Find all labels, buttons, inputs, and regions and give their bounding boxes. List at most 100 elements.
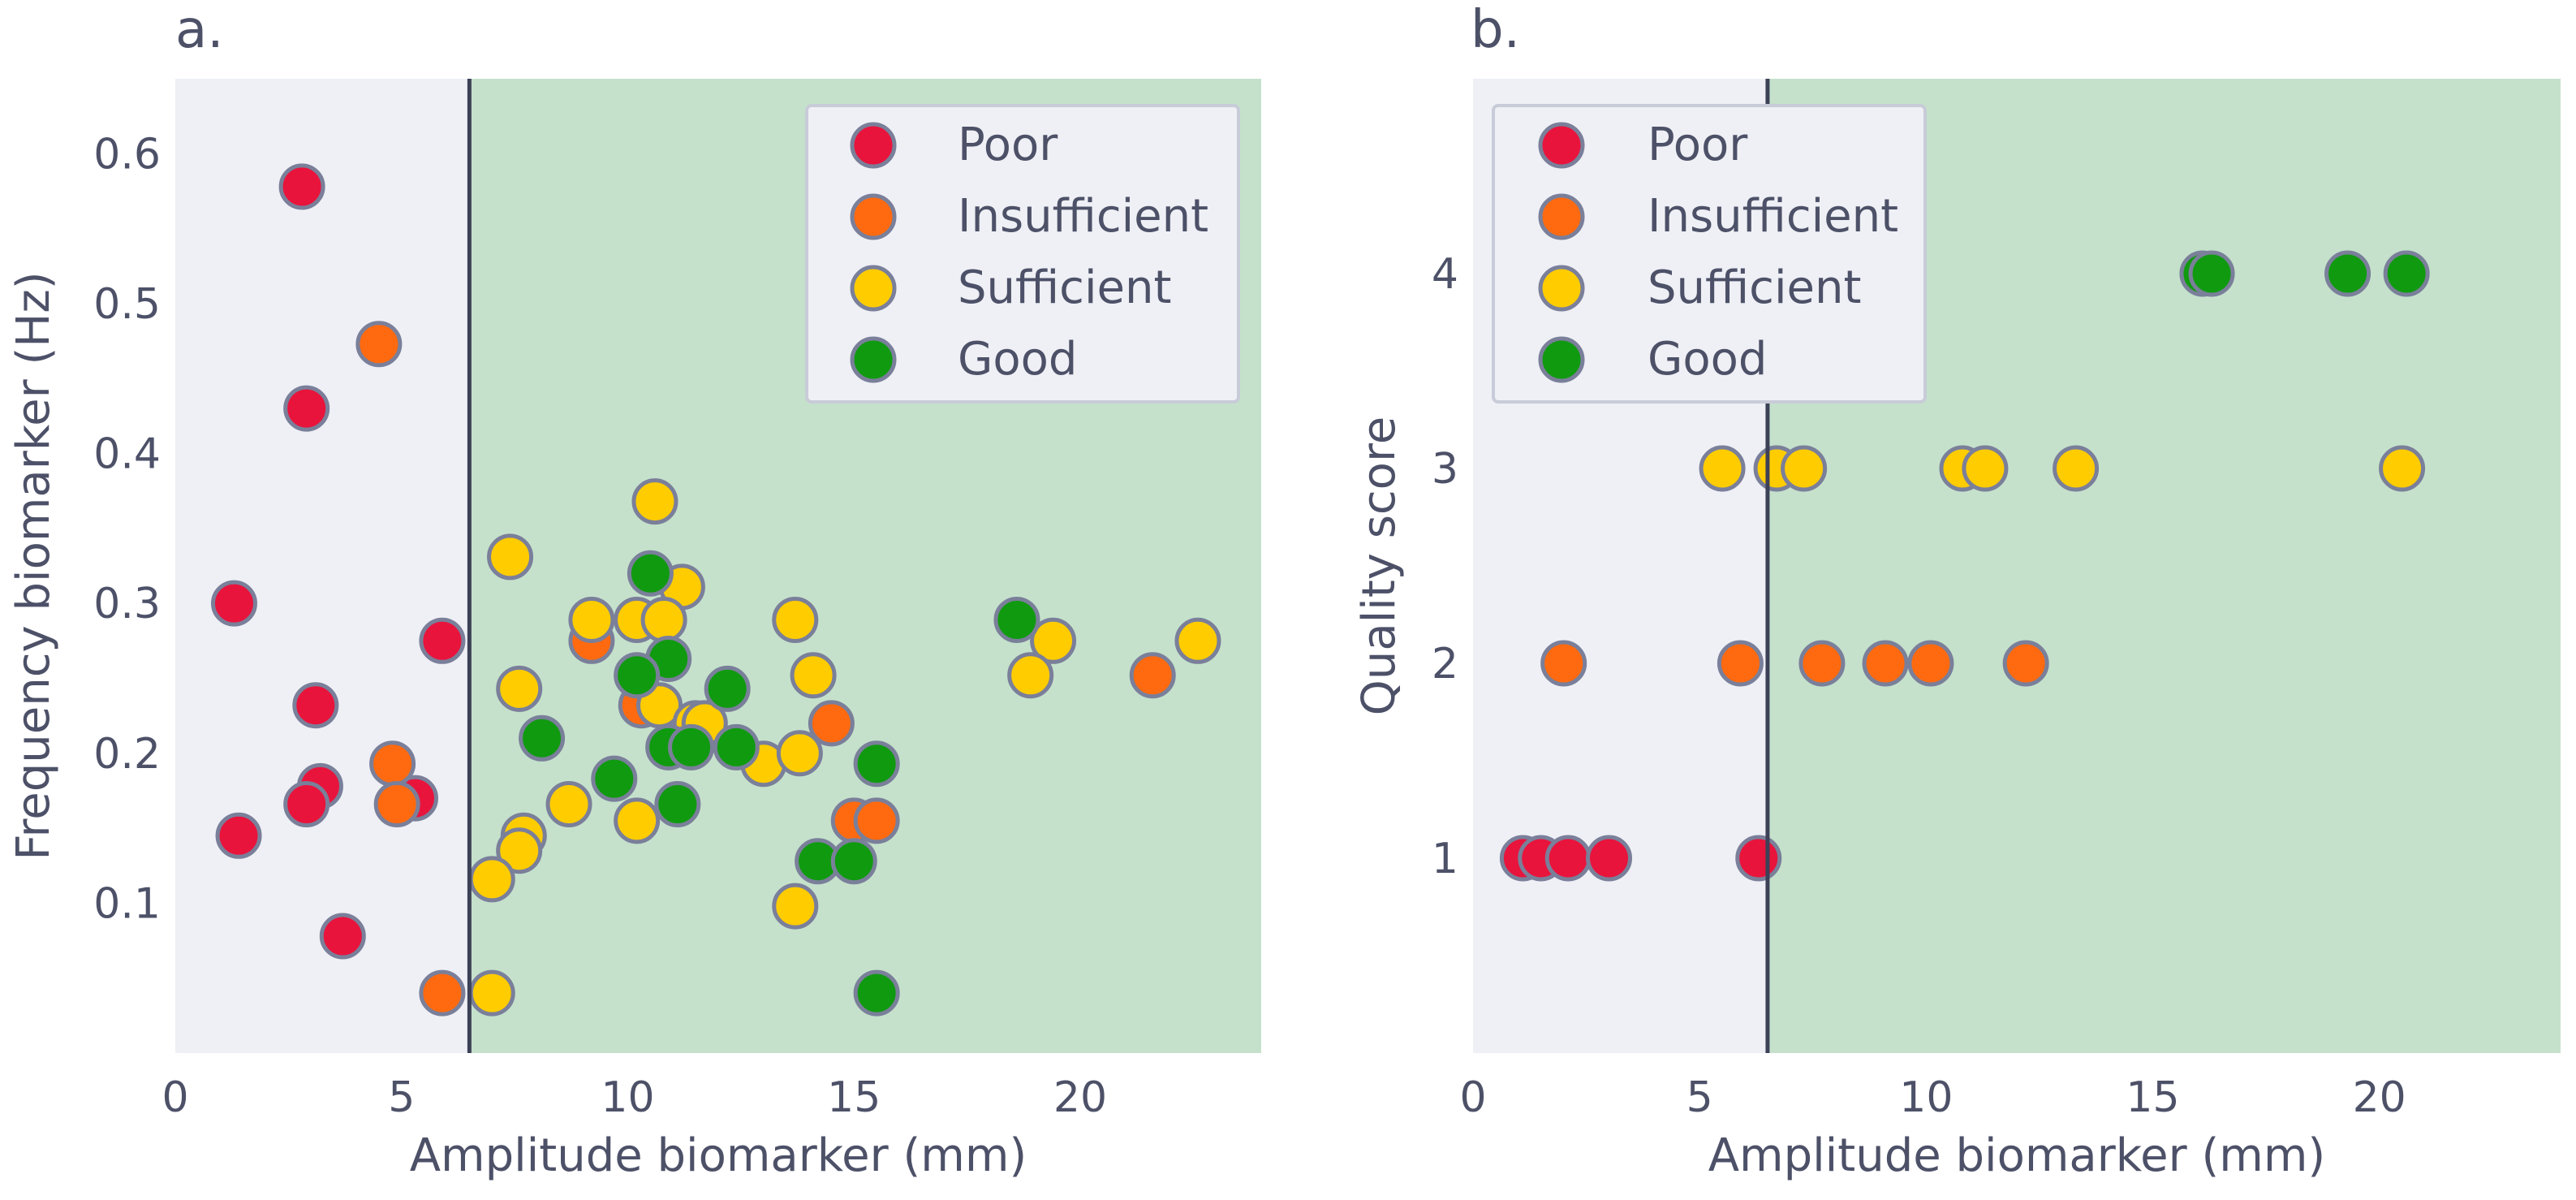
point-good <box>614 652 661 699</box>
panel-a-frequency-vs-amplitude: a. 0 5 10 15 20 0.1 0.2 0.3 0.4 0.5 0.6 Amplitude… <box>7 0 1261 1182</box>
y-tick-label: 2 <box>1432 640 1458 688</box>
point-sufficient <box>496 665 543 712</box>
point-sufficient <box>568 596 615 643</box>
panel-b-legend: Poor Insufficient Sufficient Good <box>1492 104 1927 404</box>
point-sufficient <box>487 533 534 581</box>
x-tick-label: 15 <box>827 1073 881 1122</box>
panel-b-legend-label-good: Good <box>1648 333 1767 386</box>
panel-a-legend-marker-sufficient <box>850 265 897 312</box>
panel-a-x-ticks: 0 5 10 15 20 <box>162 1073 1107 1122</box>
point-insufficient <box>419 969 466 1017</box>
point-sufficient <box>614 797 661 844</box>
point-sufficient <box>640 596 687 643</box>
point-good <box>2188 250 2235 297</box>
point-sufficient <box>2053 445 2100 492</box>
point-sufficient <box>1781 445 1828 492</box>
panel-a-legend-label-poor: Poor <box>958 119 1058 171</box>
point-insufficient <box>808 700 855 747</box>
panel-a-y-ticks: 0.1 0.2 0.3 0.4 0.5 0.6 <box>93 130 161 928</box>
panel-a-legend-marker-insufficient <box>850 193 897 240</box>
panel-a-legend-label-good: Good <box>958 333 1077 386</box>
point-sufficient <box>1699 445 1746 492</box>
point-insufficient <box>1862 640 1909 687</box>
point-insufficient <box>1540 640 1587 687</box>
point-sufficient <box>1030 617 1077 664</box>
y-tick-label: 3 <box>1432 445 1458 494</box>
point-poor <box>292 682 339 729</box>
point-sufficient <box>1174 617 1221 664</box>
point-insufficient <box>369 740 416 788</box>
point-sufficient <box>776 730 823 777</box>
point-sufficient <box>2379 445 2426 492</box>
panel-b-x-axis-label: Amplitude biomarker (mm) <box>1708 1129 2326 1182</box>
panel-a-data-points <box>210 163 1221 1017</box>
point-poor <box>283 781 330 828</box>
point-sufficient <box>468 969 515 1017</box>
panel-a-legend-label-sufficient: Sufficient <box>958 261 1171 314</box>
x-tick-label: 10 <box>601 1073 654 1122</box>
panel-a-legend-marker-good <box>850 336 897 383</box>
point-good <box>668 723 715 771</box>
panel-b-legend-label-sufficient: Sufficient <box>1648 261 1861 314</box>
point-good <box>2324 250 2371 297</box>
point-poor <box>1544 835 1592 882</box>
x-tick-label: 20 <box>2353 1073 2406 1122</box>
panel-a-legend: Poor Insufficient Sufficient Good <box>805 104 1240 404</box>
y-tick-label: 0.6 <box>93 130 161 179</box>
point-good <box>627 550 674 597</box>
x-tick-label: 0 <box>1459 1073 1486 1122</box>
point-sufficient <box>545 781 592 828</box>
x-tick-label: 20 <box>1053 1073 1107 1122</box>
x-tick-label: 15 <box>2126 1073 2179 1122</box>
point-sufficient <box>790 652 837 699</box>
panel-b-y-ticks: 1 2 3 4 <box>1432 250 1458 883</box>
point-sufficient <box>468 856 515 903</box>
y-tick-label: 1 <box>1432 835 1458 883</box>
panel-a-legend-marker-poor <box>850 122 897 169</box>
panel-b-legend-marker-good <box>1538 336 1585 383</box>
point-sufficient <box>1007 652 1054 699</box>
panel-a-legend-label-insufficient: Insufficient <box>958 190 1208 243</box>
panel-a-label: a. <box>175 0 224 60</box>
panel-b-label: b. <box>1471 0 1520 60</box>
x-tick-label: 10 <box>1899 1073 1953 1122</box>
panel-b-legend-label-insufficient: Insufficient <box>1648 190 1898 243</box>
panel-a-y-axis-label: Frequency biomarker (Hz) <box>7 271 60 860</box>
point-poor <box>278 163 325 210</box>
point-good <box>519 714 566 762</box>
point-insufficient <box>1717 640 1764 687</box>
panel-b-x-ticks: 0 5 10 15 20 <box>1459 1073 2406 1122</box>
point-insufficient <box>355 321 403 368</box>
point-good <box>853 740 900 788</box>
point-poor <box>419 617 466 664</box>
point-sufficient <box>772 883 819 930</box>
y-tick-label: 4 <box>1432 250 1458 299</box>
panel-a-x-axis-label: Amplitude biomarker (mm) <box>410 1129 1027 1182</box>
point-sufficient <box>1962 445 2009 492</box>
point-poor <box>283 385 330 432</box>
panel-a-legend-frame <box>805 104 1240 404</box>
x-tick-label: 5 <box>388 1073 415 1122</box>
point-sufficient <box>631 478 678 525</box>
panel-b-data-points <box>1499 250 2430 882</box>
point-good <box>704 665 751 712</box>
point-good <box>591 755 638 802</box>
y-tick-label: 0.5 <box>93 280 161 329</box>
point-good <box>654 781 701 828</box>
y-tick-label: 0.3 <box>93 580 161 628</box>
panel-b-y-axis-label: Quality score <box>1353 417 1406 715</box>
panel-b-quality-vs-amplitude: b. 0 5 10 15 20 1 2 3 4 Amplitude biomarker (mm… <box>1353 0 2561 1182</box>
point-sufficient <box>496 827 543 874</box>
y-tick-label: 0.2 <box>93 730 161 779</box>
point-poor <box>1586 835 1632 882</box>
point-insufficient <box>853 797 900 844</box>
point-good <box>2383 250 2430 297</box>
panel-b-legend-marker-insufficient <box>1538 193 1585 240</box>
point-poor <box>210 580 257 627</box>
panel-b-legend-marker-poor <box>1538 122 1585 169</box>
y-tick-label: 0.4 <box>93 430 161 479</box>
point-sufficient <box>772 596 819 643</box>
point-insufficient <box>1798 640 1846 687</box>
x-tick-label: 5 <box>1686 1073 1713 1122</box>
panel-b-legend-label-poor: Poor <box>1648 119 1748 171</box>
